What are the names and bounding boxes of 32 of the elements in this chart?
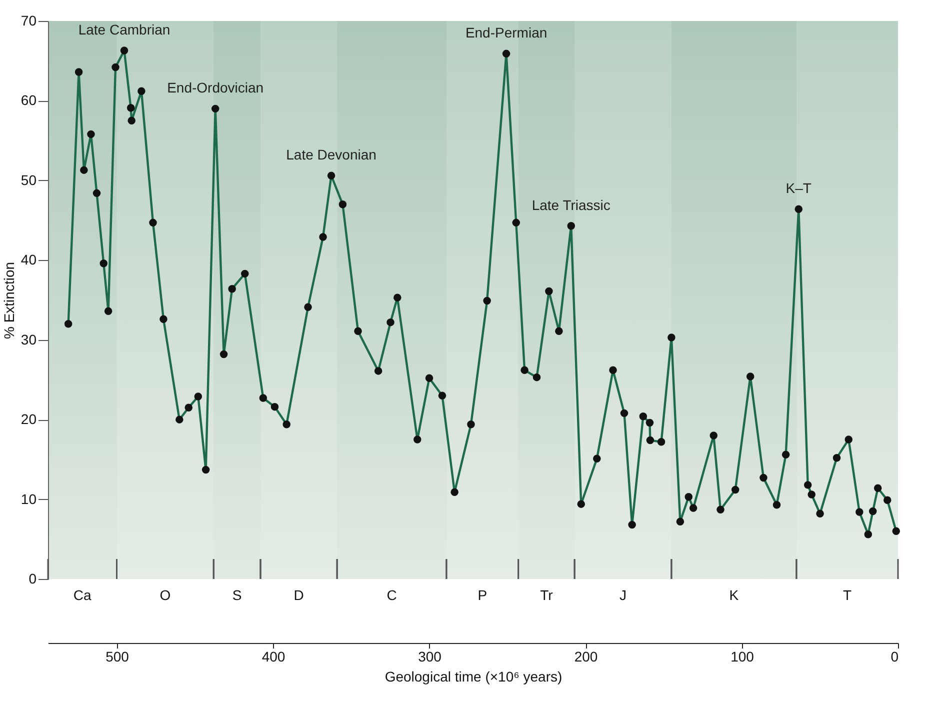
- y-tick-label: 20: [20, 411, 37, 428]
- y-tick-label: 40: [20, 252, 37, 268]
- band-label: Ca: [73, 587, 92, 603]
- y-tick-label: 50: [20, 172, 37, 188]
- x-axis-title: Geological time (×10⁶ years): [384, 668, 562, 684]
- x-tick-label: 500: [106, 648, 130, 664]
- annotation: End-Permian: [465, 24, 548, 41]
- annotation: Late Triassic: [532, 196, 610, 213]
- band-label: D: [294, 587, 304, 603]
- annotation: Late Cambrian: [78, 21, 170, 38]
- band-label: S: [232, 587, 242, 603]
- band-label: T: [842, 587, 852, 603]
- band-label: C: [386, 587, 397, 603]
- y-tick-label: 30: [20, 331, 37, 348]
- y-tick-label: 0: [28, 570, 37, 586]
- band-label: Tr: [540, 587, 554, 603]
- band-label: O: [160, 587, 171, 603]
- annotation: Late Devonian: [286, 146, 376, 163]
- x-tick-label: 300: [418, 648, 442, 664]
- annotation: End-Ordovician: [167, 80, 264, 96]
- y-tick-label: 60: [20, 92, 37, 108]
- band-label: K: [729, 587, 740, 603]
- x-tick-label: 100: [730, 648, 754, 664]
- x-tick-label: 0: [890, 648, 899, 664]
- y-tick-label: 70: [20, 12, 37, 28]
- annotation: K–T: [786, 180, 812, 196]
- x-tick-label: 200: [574, 648, 598, 664]
- y-tick-label: 10: [20, 490, 37, 507]
- x-tick-label: 400: [262, 648, 286, 664]
- band-label: P: [478, 587, 488, 603]
- y-axis-title: % Extinction: [0, 262, 17, 340]
- band-label: J: [620, 587, 626, 603]
